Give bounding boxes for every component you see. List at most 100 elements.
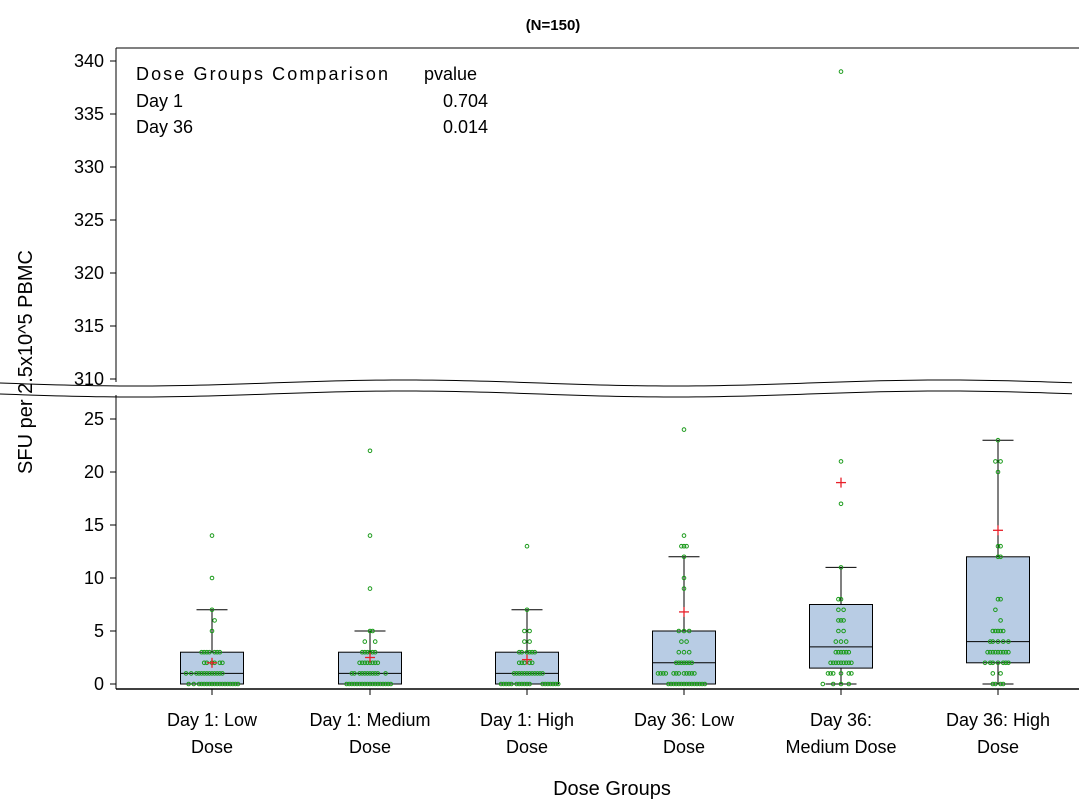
data-point bbox=[998, 554, 1003, 560]
data-point bbox=[540, 681, 545, 687]
data-point bbox=[676, 671, 682, 676]
data-point bbox=[527, 639, 532, 644]
axis-break-gap bbox=[0, 382, 1079, 395]
box-group-1 bbox=[180, 533, 244, 687]
data-point bbox=[673, 660, 679, 666]
data-point bbox=[676, 660, 682, 666]
data-point bbox=[357, 671, 362, 676]
data-point bbox=[372, 681, 378, 687]
box-iqr bbox=[338, 651, 402, 685]
data-point bbox=[191, 681, 197, 687]
data-point bbox=[995, 639, 1001, 644]
data-point bbox=[357, 681, 362, 687]
data-point bbox=[372, 649, 378, 655]
data-point bbox=[987, 660, 993, 666]
x-category-label: Day 36: High bbox=[946, 710, 1050, 730]
x-category-label: Day 1: Low bbox=[167, 710, 258, 730]
data-point bbox=[998, 681, 1003, 687]
data-point bbox=[217, 649, 223, 655]
data-point bbox=[194, 671, 199, 676]
y-tick-label: 315 bbox=[74, 316, 104, 336]
data-point bbox=[212, 681, 217, 687]
data-point bbox=[365, 681, 370, 687]
data-point bbox=[686, 681, 692, 687]
data-point bbox=[846, 681, 852, 687]
data-point bbox=[838, 501, 844, 507]
data-point bbox=[990, 628, 996, 634]
data-point bbox=[841, 660, 846, 666]
x-category-label: Medium Dose bbox=[785, 737, 896, 757]
data-point bbox=[217, 660, 223, 666]
data-point bbox=[535, 671, 540, 676]
data-point bbox=[838, 459, 844, 464]
data-point bbox=[354, 681, 360, 687]
data-point bbox=[378, 681, 383, 687]
data-point bbox=[1006, 639, 1011, 644]
data-point bbox=[362, 671, 368, 676]
data-point bbox=[204, 681, 210, 687]
inset-row-day36-label: Day 36 bbox=[136, 117, 193, 137]
data-point bbox=[985, 649, 990, 655]
data-point bbox=[993, 628, 998, 634]
data-point bbox=[365, 649, 370, 655]
y-tick-label: 0 bbox=[94, 674, 104, 694]
data-point bbox=[516, 681, 522, 687]
data-point bbox=[836, 607, 841, 613]
data-point bbox=[344, 681, 349, 687]
data-point bbox=[204, 671, 210, 676]
data-point bbox=[836, 618, 841, 623]
data-point bbox=[370, 671, 375, 676]
data-point bbox=[212, 649, 217, 655]
data-point bbox=[830, 671, 836, 676]
data-point bbox=[990, 649, 996, 655]
data-point bbox=[375, 671, 381, 676]
data-point bbox=[522, 628, 527, 634]
y-tick-label: 335 bbox=[74, 104, 104, 124]
data-point bbox=[998, 596, 1003, 602]
data-point bbox=[220, 660, 225, 666]
data-point bbox=[681, 575, 687, 581]
data-point bbox=[697, 681, 702, 687]
data-point bbox=[1003, 649, 1009, 655]
data-point bbox=[212, 671, 217, 676]
data-point bbox=[545, 681, 551, 687]
box-iqr bbox=[966, 556, 1030, 664]
data-point bbox=[681, 671, 687, 676]
y-tick-label: 5 bbox=[94, 621, 104, 641]
data-point bbox=[501, 681, 506, 687]
y-tick-label: 10 bbox=[84, 568, 104, 588]
x-category-label: Dose bbox=[663, 737, 705, 757]
y-tick-label: 15 bbox=[84, 515, 104, 535]
data-point bbox=[671, 671, 676, 676]
y-tick-label: 25 bbox=[84, 409, 104, 429]
data-point bbox=[372, 671, 378, 676]
data-point bbox=[532, 671, 538, 676]
data-point bbox=[838, 681, 844, 687]
data-point bbox=[1003, 660, 1009, 666]
data-point bbox=[671, 681, 676, 687]
plot-frame bbox=[115, 47, 1079, 690]
data-point bbox=[186, 681, 191, 687]
x-category-label: Dose bbox=[349, 737, 391, 757]
data-point bbox=[522, 639, 527, 644]
box-group-2 bbox=[338, 448, 402, 687]
data-point bbox=[663, 671, 669, 676]
data-point bbox=[660, 671, 666, 676]
data-point bbox=[681, 427, 687, 432]
data-point bbox=[841, 607, 846, 613]
data-point bbox=[550, 681, 556, 687]
data-point bbox=[993, 681, 998, 687]
data-point bbox=[998, 618, 1003, 623]
data-point bbox=[689, 681, 695, 687]
data-point bbox=[188, 671, 194, 676]
data-point bbox=[836, 649, 841, 655]
data-point bbox=[684, 639, 689, 644]
data-point bbox=[838, 671, 844, 676]
data-point bbox=[359, 660, 365, 666]
data-point bbox=[995, 437, 1001, 443]
data-point bbox=[841, 649, 846, 655]
data-point bbox=[681, 543, 687, 549]
data-point bbox=[524, 543, 530, 549]
data-point bbox=[990, 671, 996, 676]
chart-subtitle: (N=150) bbox=[526, 17, 581, 34]
